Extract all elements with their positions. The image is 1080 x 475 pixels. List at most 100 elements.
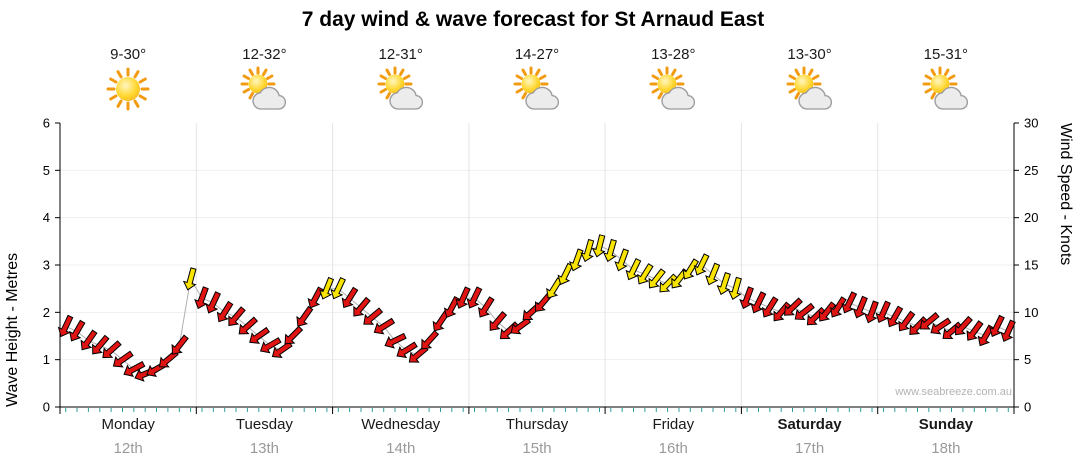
wind-arrow [841, 291, 858, 314]
wind-arrow [363, 307, 384, 325]
right-tick-label: 0 [1024, 400, 1031, 415]
day-label-wednesday: Wednesday [361, 416, 441, 433]
wind-arrow [284, 325, 304, 345]
right-tick-label: 5 [1024, 352, 1031, 367]
wind-arrow [705, 262, 721, 286]
day-header-thursday: 14-27° [511, 46, 563, 120]
day-label-sunday: Sunday [918, 416, 973, 433]
right-axis-title: Wind Speed - Knots [1057, 123, 1074, 266]
left-tick-label: 5 [43, 163, 50, 178]
sun-icon [106, 67, 150, 111]
wind-arrow [648, 268, 666, 289]
wind-arrow [259, 337, 282, 354]
wind-arrow [716, 272, 731, 296]
temp-range: 14-27° [514, 46, 560, 63]
left-tick-label: 1 [43, 352, 50, 367]
wind-arrow [455, 286, 471, 309]
wind-arrow [489, 310, 508, 331]
wind-arrow [330, 276, 346, 300]
wind-arrow [123, 360, 146, 378]
wind-arrow [182, 267, 197, 291]
wind-arrow [875, 300, 891, 324]
wind-arrow [864, 300, 879, 324]
wind-arrow [92, 334, 110, 355]
wind-arrow [112, 350, 134, 368]
wind-arrow [510, 317, 532, 335]
wind-arrow [614, 248, 630, 272]
right-tick-label: 25 [1024, 163, 1038, 178]
date-label: 16th [658, 440, 688, 457]
wind-arrow [794, 302, 815, 321]
temp-range: 12-32° [242, 46, 287, 63]
left-tick-label: 0 [43, 400, 50, 415]
day-header-sunday: 15-31° [920, 46, 972, 120]
partly-cloudy-icon [513, 66, 560, 110]
wind-arrow [478, 296, 495, 318]
temp-range: 13-28° [651, 46, 696, 63]
wind-arrow [307, 286, 324, 309]
left-tick-label: 3 [43, 258, 50, 273]
wind-arrow [886, 305, 904, 328]
wind-arrow [205, 291, 221, 314]
date-label: 12th [113, 440, 143, 457]
left-tick-label: 6 [43, 116, 50, 131]
wind-arrow [898, 310, 916, 332]
wind-arrow [761, 296, 779, 318]
right-tick-label: 30 [1024, 116, 1038, 131]
wind-arrow [693, 253, 710, 276]
day-label-saturday: Saturday [777, 416, 842, 433]
wind-arrow [989, 314, 1005, 338]
wind-arrow [625, 258, 642, 281]
wind-arrow [341, 286, 359, 309]
day-label-thursday: Thursday [505, 416, 569, 433]
watermark: www.seabreeze.com.au [895, 386, 1012, 398]
wind-arrow [353, 296, 371, 317]
day-headers: 9-30° 12-32° 12-31° 14-27° 13-28° 13-3 [0, 46, 1080, 126]
day-header-monday: 9-30° [102, 46, 154, 120]
partly-cloudy-icon [786, 66, 832, 110]
day-header-friday: 13-28° [647, 46, 699, 120]
day-header-tuesday: 12-32° [238, 46, 290, 120]
date-label: 18th [931, 440, 961, 457]
right-tick-label: 15 [1024, 258, 1038, 273]
wind-arrow [919, 312, 940, 330]
date-label: 14th [386, 440, 416, 457]
wind-arrow [271, 341, 293, 359]
wind-arrow [443, 295, 460, 318]
day-label-tuesday: Tuesday [235, 416, 293, 433]
wind-arrow [659, 273, 678, 293]
wind-arrow [568, 248, 584, 272]
wind-arrow [319, 276, 335, 300]
date-label: 15th [522, 440, 552, 457]
wind-arrow [580, 238, 595, 263]
wind-arrow [603, 238, 617, 263]
wind-arrow [384, 332, 407, 349]
wind-arrow [750, 291, 767, 314]
left-tick-label: 4 [43, 210, 50, 225]
wind-arrow [930, 317, 952, 335]
wind-arrow [216, 300, 234, 323]
wind-arrow [591, 234, 606, 258]
temp-range: 9-30° [110, 46, 147, 63]
wind-arrow [966, 320, 984, 341]
wind-arrow [102, 340, 122, 359]
partly-cloudy-icon [377, 66, 423, 110]
date-label: 17th [794, 440, 825, 457]
temp-range: 12-31° [378, 46, 423, 63]
right-tick-label: 10 [1024, 305, 1038, 320]
left-tick-label: 2 [43, 305, 50, 320]
wind-arrow [69, 319, 86, 342]
wind-arrow [682, 258, 700, 280]
partly-cloudy-icon [649, 66, 696, 110]
wind-arrow [830, 296, 847, 318]
wind-arrow [228, 306, 246, 327]
wind-arrow [466, 286, 483, 309]
wind-arrow [977, 324, 995, 347]
temp-range: 15-31° [923, 46, 969, 63]
wind-arrow [80, 329, 98, 351]
right-tick-label: 20 [1024, 210, 1038, 225]
partly-cloudy-icon [922, 66, 968, 110]
temp-range: 13-30° [787, 46, 832, 63]
wind-arrow [249, 326, 270, 344]
